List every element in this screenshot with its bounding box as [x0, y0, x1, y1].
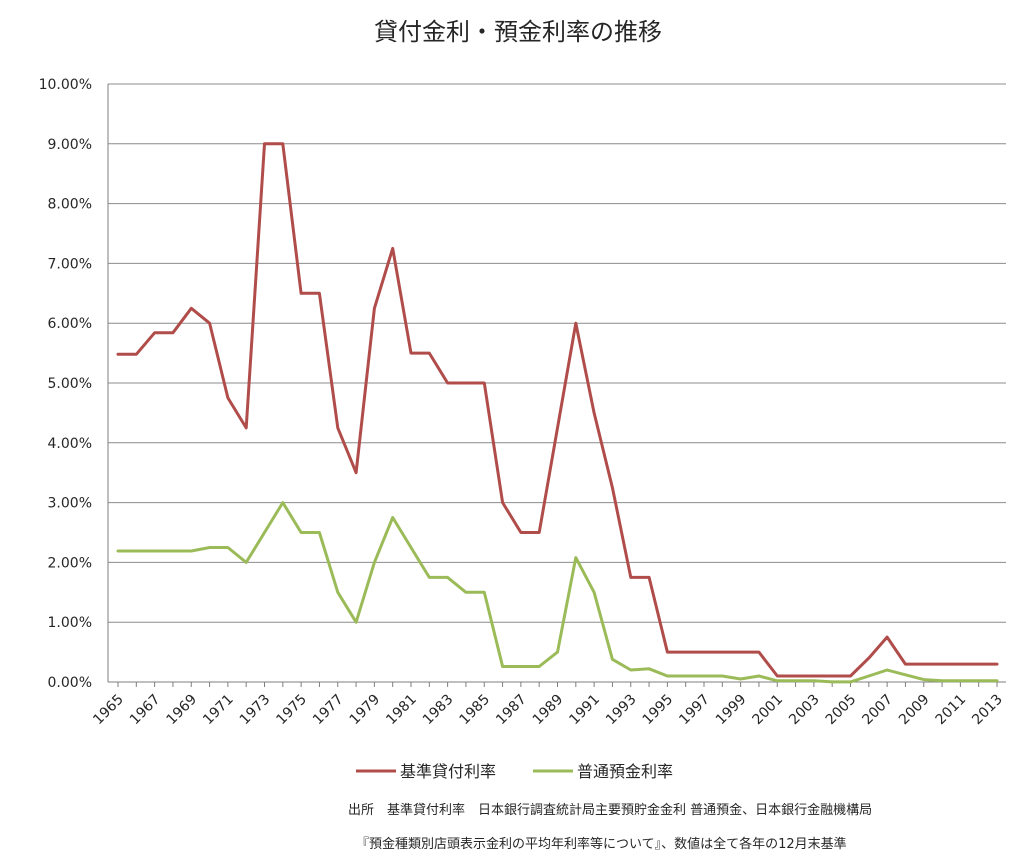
x-tick-label: 1999 [713, 692, 750, 729]
x-tick-label: 2009 [896, 692, 933, 729]
y-tick-label: 8.00% [48, 197, 92, 213]
x-tick-label: 1983 [420, 692, 457, 729]
x-tick-label: 2001 [750, 692, 787, 729]
x-tick-label: 2003 [786, 692, 823, 729]
x-tick-label: 1971 [200, 692, 237, 729]
y-tick-label: 2.00% [48, 555, 92, 571]
y-tick-label: 10.00% [39, 77, 92, 93]
x-tick-label: 2005 [823, 692, 860, 729]
legend-label: 普通預金利率 [577, 762, 673, 781]
x-tick-label: 1969 [164, 692, 201, 729]
x-tick-label: 1989 [530, 692, 567, 729]
x-tick-label: 1973 [237, 692, 274, 729]
y-tick-label: 0.00% [48, 675, 92, 691]
x-tick-label: 2011 [933, 692, 970, 729]
y-axis-tick-labels: 0.00% 1.00% 2.00% 3.00% 4.00% 5.00% 6.00% 7.00%… [39, 77, 92, 691]
x-tick-label: 1979 [347, 692, 384, 729]
chart-title: 貸付金利・預金利率の推移 [374, 18, 662, 46]
x-tick-label: 1965 [90, 692, 127, 729]
x-tick-label: 1991 [566, 692, 603, 729]
x-tick-label: 1993 [603, 692, 640, 729]
y-tick-label: 1.00% [48, 615, 92, 631]
x-tick-label: 1967 [127, 692, 164, 729]
y-tick-label: 5.00% [48, 376, 92, 392]
x-tick-label: 1975 [273, 692, 310, 729]
x-tick-label: 1995 [640, 692, 677, 729]
x-tick-label: 2007 [859, 692, 896, 729]
legend-label: 基準貸付利率 [400, 762, 496, 781]
series-lines [116, 142, 999, 684]
source-line: 『預金種類別店頭表示金利の平均年利率等について』、数値は全て各年の12月末基準 [356, 836, 847, 852]
x-tick-label: 1985 [457, 692, 494, 729]
y-tick-label: 9.00% [48, 137, 92, 153]
source-note: 出所 基準貸付利率 日本銀行調査統計局主要預貯金金利 普通預金、日本銀行金融機構… [348, 802, 872, 852]
x-tick-label: 1997 [676, 692, 713, 729]
x-tick-label: 1977 [310, 692, 347, 729]
gridlines [108, 83, 1006, 623]
y-tick-label: 7.00% [48, 256, 92, 272]
source-line: 出所 基準貸付利率 日本銀行調査統計局主要預貯金金利 普通預金、日本銀行金融機構… [348, 802, 872, 818]
series-line-lending-rate [116, 142, 999, 678]
x-tick-label: 2013 [969, 692, 1006, 729]
y-tick-label: 4.00% [48, 436, 92, 452]
x-tick-label: 1987 [493, 692, 530, 729]
y-tick-label: 6.00% [48, 316, 92, 332]
series-line-deposit-rate [116, 501, 999, 684]
y-tick-label: 3.00% [48, 496, 92, 512]
x-axis-tick-labels: 1965 1967 1969 1971 1973 1975 1977 1979 1981 1983… [90, 692, 1006, 729]
axes [107, 84, 1006, 687]
legend: 基準貸付利率 普通預金利率 [356, 762, 673, 781]
x-tick-label: 1981 [383, 692, 420, 729]
